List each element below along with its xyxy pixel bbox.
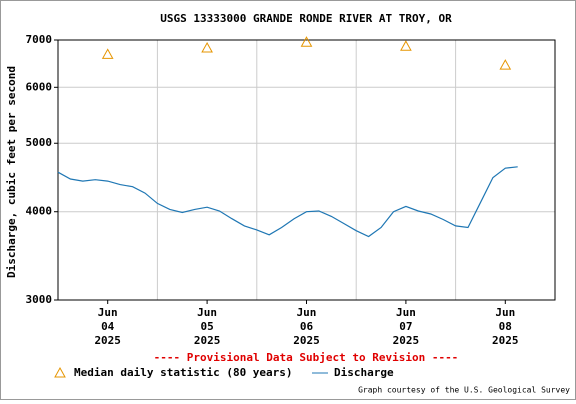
x-tick-label-line: 05 bbox=[200, 320, 213, 333]
median-marker bbox=[499, 59, 512, 70]
median-marker bbox=[300, 36, 313, 47]
notice: ---- Provisional Data Subject to Revisio… bbox=[154, 351, 459, 364]
y-axis-label: Discharge, cubic feet per second bbox=[5, 66, 18, 278]
x-tick-label-line: Jun bbox=[98, 306, 118, 319]
x-tick-label-line: Jun bbox=[495, 306, 515, 319]
x-tick-label-line: Jun bbox=[297, 306, 317, 319]
x-tick-label: Jun 06 2025 bbox=[293, 306, 320, 347]
legend-label: Median daily statistic (80 years) bbox=[74, 366, 293, 379]
x-tick-label-line: 2025 bbox=[492, 334, 519, 347]
y-tick-label: 5000 bbox=[26, 136, 53, 149]
x-tick-label-line: 2025 bbox=[293, 334, 320, 347]
plot-area bbox=[58, 40, 555, 300]
x-tick-label-line: 08 bbox=[499, 320, 512, 333]
legend-label: Discharge bbox=[334, 366, 394, 379]
credit: Graph courtesy of the U.S. Geological Su… bbox=[358, 386, 570, 395]
y-tick-label: 7000 bbox=[26, 33, 53, 46]
x-tick-label-line: 2025 bbox=[94, 334, 121, 347]
chart-title: USGS 13333000 GRANDE RONDE RIVER AT TROY… bbox=[160, 12, 452, 25]
legend-marker bbox=[54, 366, 66, 378]
x-tick-label: Jun 08 2025 bbox=[492, 306, 519, 347]
x-tick-label-line: 2025 bbox=[393, 334, 420, 347]
plot-border bbox=[57, 39, 556, 301]
x-tick-label: Jun 05 2025 bbox=[194, 306, 221, 347]
x-tick-label: Jun 04 2025 bbox=[94, 306, 121, 347]
y-tick-label: 6000 bbox=[26, 80, 53, 93]
x-tick-label-line: 07 bbox=[399, 320, 412, 333]
median-marker bbox=[400, 40, 412, 51]
median-marker bbox=[101, 48, 114, 59]
y-tick-label: 3000 bbox=[26, 293, 53, 306]
x-tick-label: Jun 07 2025 bbox=[393, 306, 420, 347]
x-tick-label-line: 06 bbox=[300, 320, 314, 333]
x-tick-label-line: Jun bbox=[396, 306, 416, 319]
x-tick-label-line: 2025 bbox=[194, 334, 221, 347]
median-marker bbox=[201, 41, 213, 53]
x-tick-label-line: Jun bbox=[197, 306, 217, 319]
x-tick-label-line: 04 bbox=[101, 320, 115, 333]
discharge-line bbox=[57, 166, 518, 238]
y-tick-label: 4000 bbox=[26, 205, 53, 218]
